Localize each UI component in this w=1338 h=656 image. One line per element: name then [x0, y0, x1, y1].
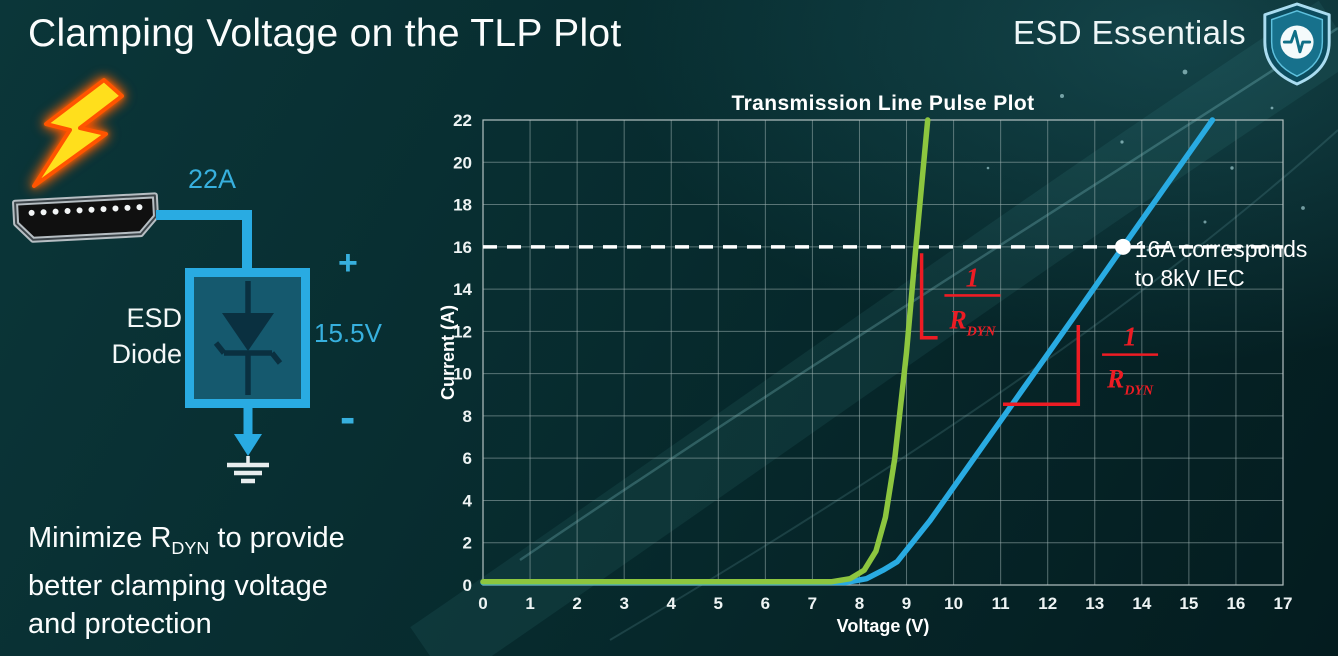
- svg-text:RDYN: RDYN: [1106, 365, 1154, 399]
- svg-text:13: 13: [1085, 594, 1104, 613]
- svg-text:15: 15: [1179, 594, 1198, 613]
- svg-text:0: 0: [478, 594, 487, 613]
- esd-diode-label-line2: Diode: [111, 339, 182, 369]
- zener-diode-symbol: [213, 281, 283, 395]
- svg-text:6: 6: [463, 449, 472, 468]
- brand-text: ESD Essentials: [1012, 14, 1246, 51]
- svg-text:10: 10: [453, 365, 472, 384]
- svg-text:18: 18: [453, 196, 472, 215]
- rdyn-subscript: DYN: [171, 537, 210, 558]
- lightning-bolt-icon: [32, 78, 124, 188]
- earth-ground-symbol: [227, 408, 269, 484]
- svg-text:16: 16: [1226, 594, 1245, 613]
- svg-text:3: 3: [619, 594, 628, 613]
- svg-text:7: 7: [808, 594, 817, 613]
- esd-shield-pulse-icon: [1263, 2, 1331, 86]
- svg-text:2: 2: [572, 594, 581, 613]
- esd-diode-label: ESD Diode: [88, 300, 182, 372]
- svg-text:8: 8: [463, 407, 472, 426]
- svg-text:12: 12: [1038, 594, 1057, 613]
- svg-text:0: 0: [463, 576, 472, 595]
- pulse-waveform-icon: [1282, 29, 1312, 54]
- svg-text:4: 4: [463, 491, 473, 510]
- svg-text:Voltage (V): Voltage (V): [837, 616, 930, 636]
- svg-text:17: 17: [1274, 594, 1293, 613]
- svg-text:14: 14: [1132, 594, 1151, 613]
- esd-diode-label-line1: ESD: [126, 303, 182, 333]
- tlp-chart-container: 1 RDYN 1 RDYN 16A corresponds to 8kV IEC 0 1 2 3 4…: [440, 88, 1338, 648]
- surge-current-label: 22A: [188, 164, 237, 194]
- note-line2: better clamping voltage: [28, 569, 328, 602]
- svg-text:20: 20: [453, 153, 472, 172]
- svg-text:12: 12: [453, 322, 472, 341]
- svg-text:RDYN: RDYN: [948, 305, 996, 339]
- svg-text:6: 6: [761, 594, 770, 613]
- note-line1: Minimize RDYN to provide: [28, 519, 345, 567]
- polarity-minus-label: -: [340, 391, 356, 443]
- svg-text:1: 1: [966, 262, 980, 292]
- svg-text:11: 11: [992, 594, 1010, 613]
- svg-text:9: 9: [902, 594, 911, 613]
- svg-text:22: 22: [453, 111, 472, 130]
- connector-pins: [28, 204, 143, 216]
- polarity-plus-label: +: [338, 244, 358, 282]
- svg-text:5: 5: [714, 594, 723, 613]
- clamp-voltage-label: 15.5V: [314, 318, 382, 348]
- svg-text:4: 4: [667, 594, 677, 613]
- svg-text:16A corresponds: 16A corresponds: [1135, 236, 1308, 262]
- slide-title: Clamping Voltage on the TLP Plot: [28, 12, 622, 55]
- svg-text:to 8kV IEC: to 8kV IEC: [1135, 265, 1245, 291]
- wire-vertical: [242, 210, 252, 272]
- note-line3: and protection: [28, 607, 212, 640]
- svg-text:2: 2: [463, 534, 472, 553]
- note-line1-pre: Minimize R: [28, 522, 172, 554]
- svg-text:Transmission Line Pulse Plot: Transmission Line Pulse Plot: [732, 92, 1035, 115]
- wire-horizontal: [156, 210, 252, 220]
- note-line1-post: to provide: [209, 522, 345, 554]
- esd-diode-symbol: [185, 268, 310, 408]
- svg-text:1: 1: [525, 594, 534, 613]
- svg-text:8: 8: [855, 594, 864, 613]
- hdmi-connector-icon: [12, 192, 159, 243]
- svg-text:14: 14: [453, 280, 472, 299]
- svg-text:1: 1: [1123, 322, 1137, 352]
- svg-text:16: 16: [453, 238, 472, 257]
- svg-text:Current (A): Current (A): [440, 305, 458, 400]
- svg-text:10: 10: [944, 594, 963, 613]
- takeaway-note: Minimize RDYN to provide better clamping…: [28, 519, 345, 643]
